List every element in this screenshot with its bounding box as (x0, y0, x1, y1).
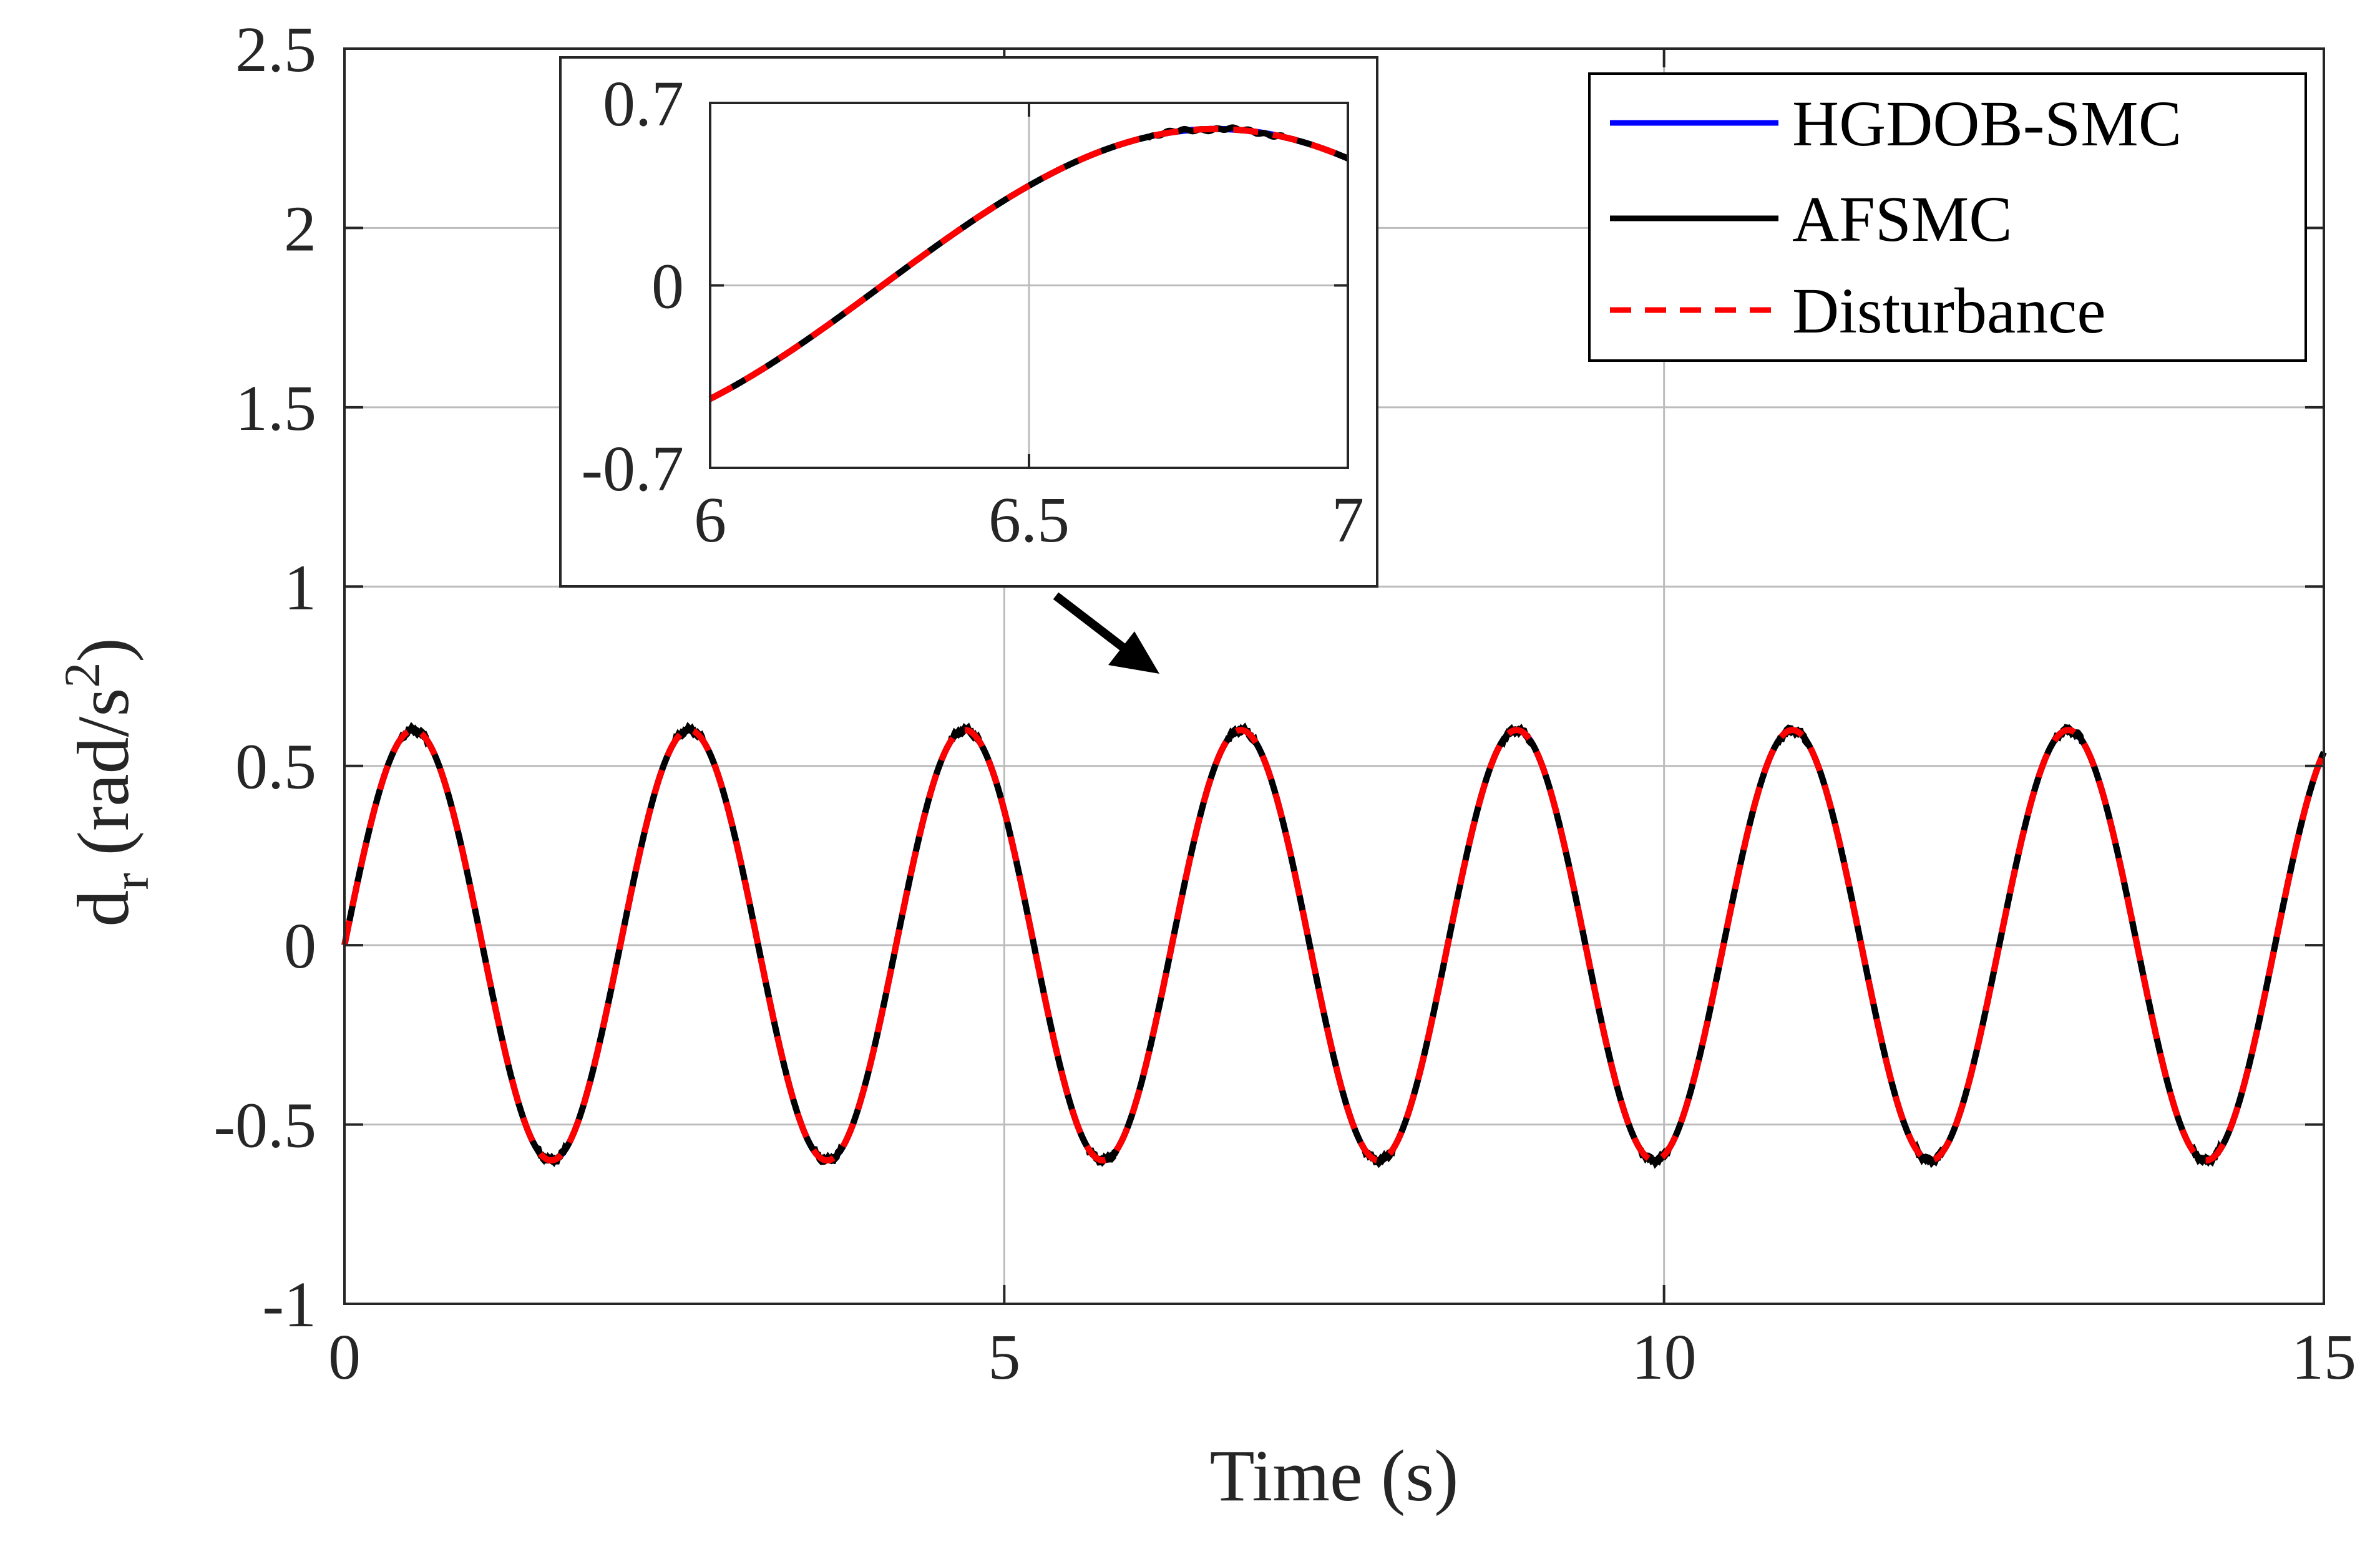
series-line-disturbance (341, 727, 2327, 1163)
y-axis-label-main: d (62, 890, 144, 927)
main-axes-frame (343, 47, 2325, 1305)
inset-series-line-disturbance (708, 125, 1349, 402)
y-axis-label-unit: (rad/s (62, 688, 144, 856)
inset-grid (710, 103, 1348, 468)
inset-y-tick-label: 0 (651, 251, 684, 323)
inset-y-tick-label: -0.7 (581, 433, 684, 505)
inset-y-ticks: -0.7 0 0.7 (581, 68, 1348, 505)
legend: HGDOB-SMC AFSMC Disturbance (1588, 72, 2307, 362)
legend-label-afsmc: AFSMC (1792, 183, 2012, 255)
inset-x-tick-label: 6 (694, 484, 726, 556)
main-y-tick-label: -0.5 (213, 1090, 316, 1162)
main-y-tick-label: 0 (284, 910, 316, 982)
main-x-tick-label: 5 (988, 1321, 1020, 1393)
main-x-tick-label: 15 (2291, 1321, 2356, 1393)
main-y-tick-label: 2 (284, 193, 316, 265)
main-plot-lines (341, 722, 2327, 1169)
inset-x-ticks: 6 6.5 7 (694, 103, 1364, 556)
legend-label-disturbance: Disturbance (1792, 275, 2105, 347)
inset-x-tick-label: 6.5 (988, 484, 1070, 556)
y-axis-label: dr (rad/s2) (54, 638, 159, 926)
main-y-tick-label: 1 (284, 551, 316, 623)
x-axis-label: Time (s) (1210, 1435, 1459, 1517)
inset-y-tick-label: 0.7 (603, 68, 684, 140)
main-y-tick-label: -1 (262, 1269, 316, 1341)
legend-label-hgdob-smc: HGDOB-SMC (1792, 88, 2182, 160)
main-x-tick-label: 0 (328, 1321, 361, 1393)
y-axis-label-close: ) (62, 638, 144, 662)
zoom-inset: 6 6.5 7 -0.700.7 (559, 56, 1378, 588)
inset-panel (559, 56, 1378, 588)
main-y-ticks: -1 -0.5 0 0.5 1 1.5 2 2.5 (213, 14, 2324, 1341)
main-y-tick-label: 1.5 (235, 372, 316, 444)
main-y-tick-label: 2.5 (235, 14, 316, 85)
y-axis-label-superscript: 2 (54, 663, 110, 688)
main-x-ticks: 0 5 10 15 (328, 49, 2356, 1393)
inset-x-tick-label: 7 (1332, 484, 1364, 556)
main-y-tick-label: 0.5 (235, 731, 316, 803)
zoom-pointer-arrow (1053, 592, 1159, 674)
y-axis-label-subscript: r (102, 873, 159, 890)
main-x-tick-label: 10 (1632, 1321, 1697, 1393)
